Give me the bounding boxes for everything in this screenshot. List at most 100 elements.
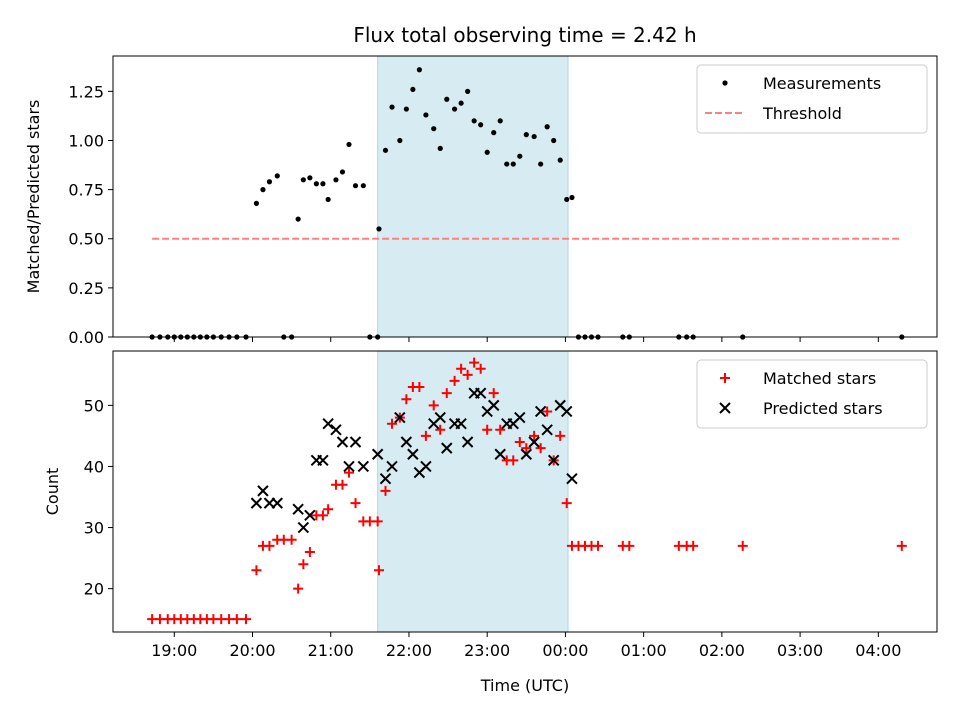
ratio-panel: 0.00 0.25 0.50 0.75 1.00 1.25 Matched/Predicte… [24, 55, 938, 347]
data-point [469, 357, 480, 368]
data-point [286, 534, 297, 545]
data-point [517, 153, 523, 159]
data-point [456, 363, 467, 374]
data-point [514, 437, 525, 448]
count-panel: 19:00 20:00 21:00 22:00 23:00 00:00 01:00 02:00… [43, 350, 938, 660]
data-point [416, 67, 422, 73]
data-point [423, 112, 429, 118]
data-point [455, 417, 467, 430]
x-axis-label: Time (UTC) [480, 676, 569, 695]
data-point [346, 141, 352, 148]
data-point [382, 147, 389, 153]
data-point [376, 226, 382, 232]
data-point [394, 411, 406, 424]
data-point [542, 406, 553, 417]
legend-label: Measurements [763, 74, 881, 93]
data-point [561, 498, 572, 509]
y-axis-label: Matched/Predicted stars [24, 100, 43, 294]
y-tick-label: 0.75 [68, 181, 104, 200]
x-tick-label: 22:00 [386, 641, 432, 660]
highlight-band [377, 350, 569, 633]
data-point [323, 504, 334, 515]
data-point [508, 455, 519, 466]
y-tick-label: 30 [84, 519, 104, 538]
y-axis-label: Count [43, 468, 62, 516]
data-point [343, 460, 355, 473]
data-point [551, 137, 557, 144]
data-point [449, 375, 460, 386]
x-tick-label: 02:00 [699, 641, 745, 660]
x-tick-label: 01:00 [621, 641, 667, 660]
data-point [333, 177, 339, 183]
y-tick-label: 20 [84, 580, 104, 599]
axes-frame [112, 350, 938, 633]
data-point [538, 161, 544, 167]
data-point [293, 583, 304, 594]
data-point [292, 503, 304, 515]
data-point [336, 436, 349, 448]
data-point [474, 387, 487, 399]
data-point [337, 479, 348, 490]
data-point [251, 565, 262, 576]
data-point [557, 157, 563, 163]
data-point [339, 169, 346, 175]
data-point [535, 443, 546, 454]
data-point [435, 424, 446, 435]
highlight-band [377, 55, 569, 338]
data-point [317, 510, 328, 521]
data-point [231, 614, 242, 625]
data-point [414, 382, 425, 393]
data-point [431, 126, 437, 132]
data-point [400, 436, 413, 448]
data-point [428, 400, 439, 411]
series-matched-stars [147, 357, 907, 625]
data-point [547, 454, 560, 467]
y-tick-label: 1.25 [68, 82, 104, 101]
data-point [379, 472, 392, 485]
data-point [534, 405, 547, 418]
data-point [349, 436, 362, 448]
data-point [555, 430, 566, 441]
x-tick-label: 20:00 [229, 641, 275, 660]
data-point [271, 497, 283, 509]
data-point [475, 363, 486, 374]
data-point [444, 96, 450, 102]
data-point [298, 559, 309, 570]
data-point [531, 133, 537, 140]
data-point [360, 183, 366, 189]
legend-marker [722, 80, 728, 86]
data-point [420, 460, 432, 473]
y-tick-label: 0.00 [68, 328, 104, 347]
data-point [330, 424, 342, 436]
data-point [541, 424, 553, 436]
data-point [401, 394, 412, 405]
data-point [357, 460, 370, 473]
legend-label: Predicted stars [763, 399, 883, 418]
data-point [266, 179, 273, 185]
data-point [307, 175, 313, 181]
x-tick-label: 03:00 [777, 641, 823, 660]
data-point [380, 485, 391, 496]
data-point [441, 388, 452, 399]
data-point [497, 118, 503, 124]
x-tick-label: 04:00 [855, 641, 901, 660]
data-point [523, 132, 529, 138]
data-point [387, 418, 398, 429]
data-point [260, 187, 266, 193]
data-point [313, 181, 319, 187]
data-point [386, 460, 398, 473]
data-point [896, 540, 907, 551]
data-point [528, 436, 540, 448]
x-tick-label: 23:00 [464, 641, 510, 660]
data-point [520, 448, 533, 460]
data-point [569, 194, 575, 201]
data-point [441, 442, 453, 454]
x-tick-label: 00:00 [542, 641, 588, 660]
data-point [407, 448, 419, 460]
data-point [304, 509, 316, 522]
data-point [350, 498, 361, 509]
data-point [410, 86, 416, 93]
data-point [471, 118, 477, 124]
data-point [566, 472, 578, 485]
